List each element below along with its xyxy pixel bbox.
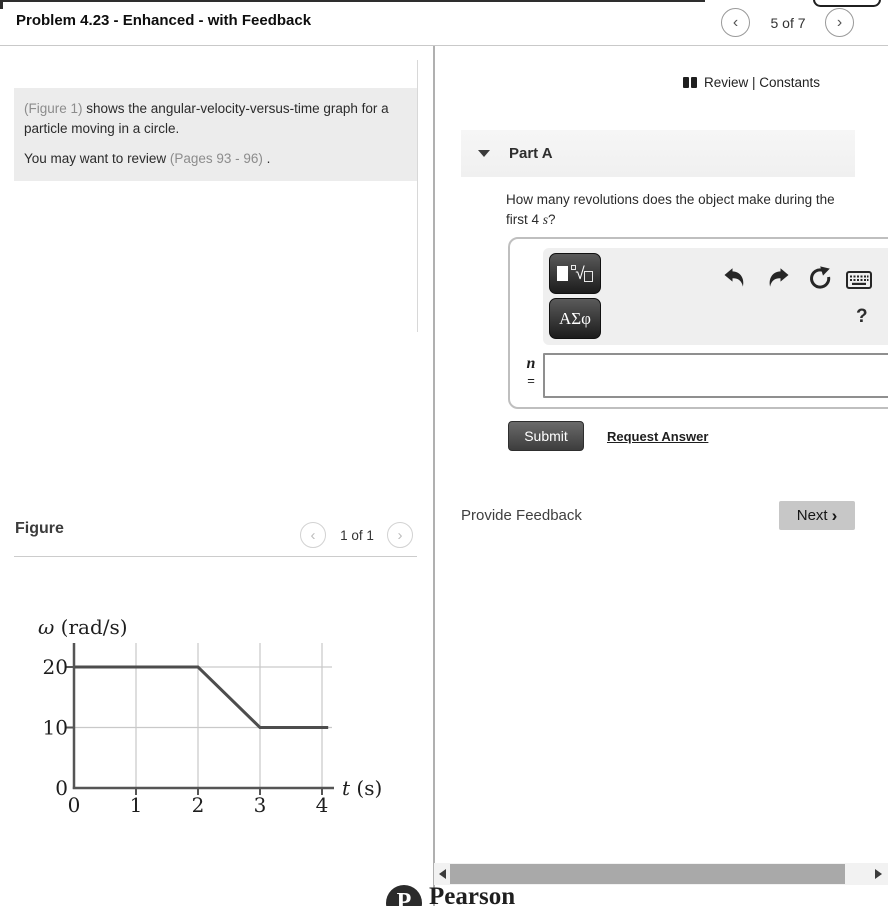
reset-icon bbox=[810, 266, 831, 289]
request-answer-link[interactable]: Request Answer bbox=[607, 429, 709, 444]
partial-button-top-right[interactable] bbox=[813, 0, 881, 7]
svg-text:2: 2 bbox=[192, 793, 205, 817]
left-panel-border bbox=[417, 60, 418, 332]
svg-text:3: 3 bbox=[254, 793, 267, 817]
review-suffix: . bbox=[262, 151, 271, 167]
pearson-p: P bbox=[396, 889, 412, 906]
review-constants-bar: Review | Constants bbox=[683, 75, 820, 90]
figure-link[interactable]: (Figure 1) bbox=[24, 101, 83, 116]
review-constants-link[interactable]: Review | Constants bbox=[704, 75, 821, 90]
chart-svg: 0 1 2 3 4 0 10 20 ω (rad/s) t (s) bbox=[38, 615, 382, 817]
svg-text:4: 4 bbox=[316, 793, 329, 817]
keyboard-button[interactable] bbox=[846, 268, 872, 292]
keyboard-icon bbox=[846, 271, 872, 289]
scroll-right-arrow-icon[interactable] bbox=[875, 869, 882, 879]
question-prefix: How many revolutions does the object mak… bbox=[506, 192, 835, 227]
part-a-label: Part A bbox=[509, 145, 553, 162]
radical-icon: √ bbox=[575, 263, 585, 283]
svg-text:1: 1 bbox=[130, 793, 143, 817]
reset-button[interactable] bbox=[808, 266, 834, 290]
next-chevron-icon: › bbox=[831, 505, 838, 525]
scroll-left-arrow-icon[interactable] bbox=[439, 869, 446, 879]
submit-button[interactable]: Submit bbox=[508, 421, 584, 451]
horizontal-scrollbar[interactable] bbox=[434, 863, 888, 885]
pearson-brand-name: Pearson bbox=[429, 883, 516, 906]
help-button[interactable]: ? bbox=[856, 306, 868, 327]
pages-link[interactable]: (Pages 93 - 96) bbox=[169, 151, 263, 167]
redo-button[interactable] bbox=[766, 266, 792, 290]
variable-n: n bbox=[526, 355, 536, 372]
root-index-box-icon bbox=[571, 265, 577, 270]
prev-figure-button[interactable]: ‹ bbox=[300, 522, 326, 548]
header-divider bbox=[0, 45, 888, 46]
question-text: How many revolutions does the object mak… bbox=[506, 190, 858, 229]
radicand-box-icon bbox=[583, 270, 593, 282]
undo-button[interactable] bbox=[723, 266, 749, 290]
svg-text:t (s): t (s) bbox=[342, 776, 382, 800]
problem-intro: (Figure 1) shows the angular-velocity-ve… bbox=[14, 88, 417, 181]
svg-text:10: 10 bbox=[43, 716, 68, 740]
svg-text:0: 0 bbox=[68, 793, 81, 817]
next-problem-button[interactable]: › bbox=[825, 8, 854, 37]
filled-square-icon bbox=[557, 266, 569, 281]
figure-pagination: 1 of 1 bbox=[340, 528, 374, 543]
next-label: Next bbox=[796, 506, 828, 524]
part-a-header[interactable]: Part A bbox=[461, 130, 855, 177]
problem-pagination: 5 of 7 bbox=[770, 15, 806, 31]
book-icon bbox=[683, 77, 697, 88]
intro-text: shows the angular-velocity-versus-time g… bbox=[24, 101, 389, 136]
svg-text:0: 0 bbox=[55, 776, 68, 800]
svg-text:20: 20 bbox=[43, 655, 68, 679]
pearson-logo-icon: P bbox=[386, 885, 422, 906]
svg-text:ω (rad/s): ω (rad/s) bbox=[38, 615, 128, 639]
figure-divider bbox=[14, 556, 417, 557]
intro-paragraph: (Figure 1) shows the angular-velocity-ve… bbox=[24, 99, 407, 138]
review-prefix: You may want to review bbox=[24, 151, 170, 167]
collapse-caret-icon bbox=[478, 150, 490, 157]
answer-input[interactable] bbox=[543, 353, 888, 398]
equals-sign: = bbox=[527, 372, 535, 388]
answer-variable: n = bbox=[521, 355, 541, 388]
redo-icon bbox=[769, 268, 789, 287]
math-templates-button[interactable]: √ bbox=[549, 253, 601, 294]
top-divider bbox=[0, 0, 705, 2]
prev-problem-button[interactable]: ‹ bbox=[721, 8, 750, 37]
next-button[interactable]: Next › bbox=[779, 501, 855, 530]
question-unit: s bbox=[542, 211, 549, 227]
greek-letters-button[interactable]: ΑΣφ bbox=[549, 298, 601, 339]
question-suffix: ? bbox=[548, 211, 556, 227]
review-paragraph: You may want to review (Pages 93 - 96) . bbox=[24, 149, 407, 169]
panel-divider bbox=[433, 46, 435, 906]
equation-editor: √ ΑΣφ bbox=[508, 237, 888, 409]
equation-toolbar: √ ΑΣφ bbox=[543, 248, 888, 345]
angular-velocity-graph: 0 1 2 3 4 0 10 20 ω (rad/s) t (s) bbox=[14, 598, 414, 838]
undo-icon bbox=[724, 268, 744, 287]
scrollbar-thumb[interactable] bbox=[450, 864, 845, 884]
figure-section-title: Figure bbox=[15, 520, 64, 537]
page-title: Problem 4.23 - Enhanced - with Feedback bbox=[16, 12, 312, 29]
provide-feedback-link[interactable]: Provide Feedback bbox=[461, 507, 582, 524]
next-figure-button[interactable]: › bbox=[387, 522, 413, 548]
top-left-tick bbox=[0, 0, 3, 9]
